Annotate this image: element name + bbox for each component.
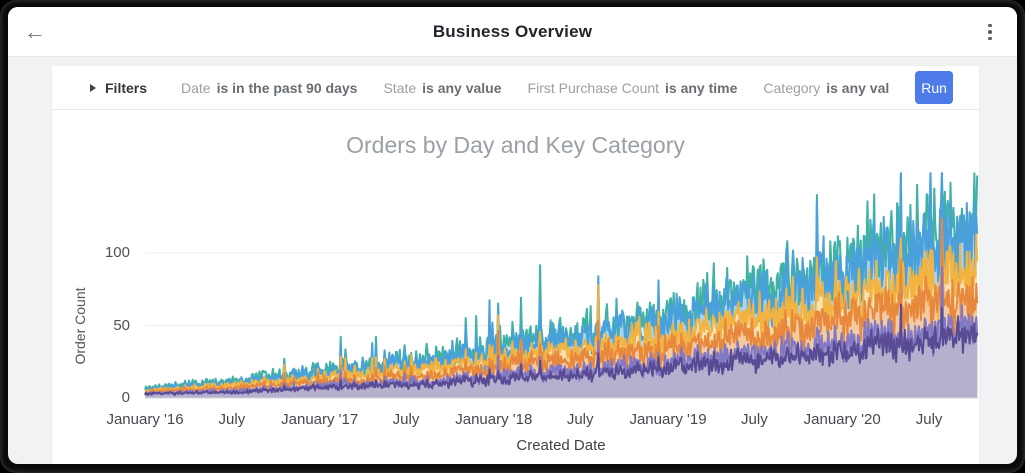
- x-tick-label: July: [915, 411, 943, 428]
- x-tick-label: January '18: [455, 411, 533, 428]
- x-tick-label: January '20: [803, 411, 881, 428]
- filters-label: Filters: [105, 79, 148, 96]
- dashboard-card: Filters Date is in the past 90 days State i…: [52, 66, 979, 464]
- filter-field-label: State: [383, 79, 417, 96]
- page-title: Business Overview: [432, 21, 593, 41]
- filter-item[interactable]: Category is any val: [763, 80, 889, 96]
- chart-plot[interactable]: [52, 110, 979, 463]
- filter-condition: is any time: [665, 79, 738, 96]
- filter-condition: is in the past 90 days: [216, 79, 358, 96]
- filter-condition: is any val: [826, 79, 890, 96]
- y-tick-label: 50: [113, 316, 130, 334]
- x-tick-label: July: [741, 411, 768, 428]
- y-tick-label: 0: [121, 389, 130, 406]
- run-button[interactable]: Run: [915, 71, 953, 104]
- filter-field-label: Category: [763, 79, 821, 96]
- x-tick-label: July: [218, 411, 246, 428]
- x-tick-label: July: [392, 411, 420, 428]
- x-axis-title: Created Date: [516, 437, 606, 454]
- x-tick-label: January '19: [629, 411, 707, 428]
- filter-condition: is any value: [422, 79, 502, 96]
- caret-right-icon: [90, 83, 96, 92]
- filter-item[interactable]: Date is in the past 90 days: [181, 80, 357, 96]
- title-bar: ← Business Overview: [8, 7, 1017, 57]
- page-content: Filters Date is in the past 90 days State i…: [8, 57, 1017, 464]
- filter-item[interactable]: State is any value: [383, 80, 501, 96]
- chart-area: Orders by Day and Key Category Order Cou…: [52, 110, 979, 463]
- filter-item[interactable]: First Purchase Count is any time: [528, 80, 738, 96]
- x-tick-label: January '17: [281, 411, 359, 428]
- filter-field-label: First Purchase Count: [527, 79, 660, 96]
- filter-bar: Filters Date is in the past 90 days State i…: [52, 66, 979, 110]
- back-button[interactable]: ←: [20, 18, 50, 46]
- x-tick-label: January '16: [106, 411, 184, 428]
- x-tick-label: July: [566, 411, 594, 428]
- kebab-menu-icon[interactable]: [977, 17, 1003, 47]
- filter-field-label: Date: [181, 79, 211, 96]
- filters-toggle[interactable]: Filters: [90, 80, 147, 96]
- app-window: ← Business Overview Filters Date is in th…: [8, 7, 1017, 464]
- filter-items: Date is in the past 90 days State is any va…: [181, 80, 915, 96]
- y-tick-label: 100: [104, 244, 130, 261]
